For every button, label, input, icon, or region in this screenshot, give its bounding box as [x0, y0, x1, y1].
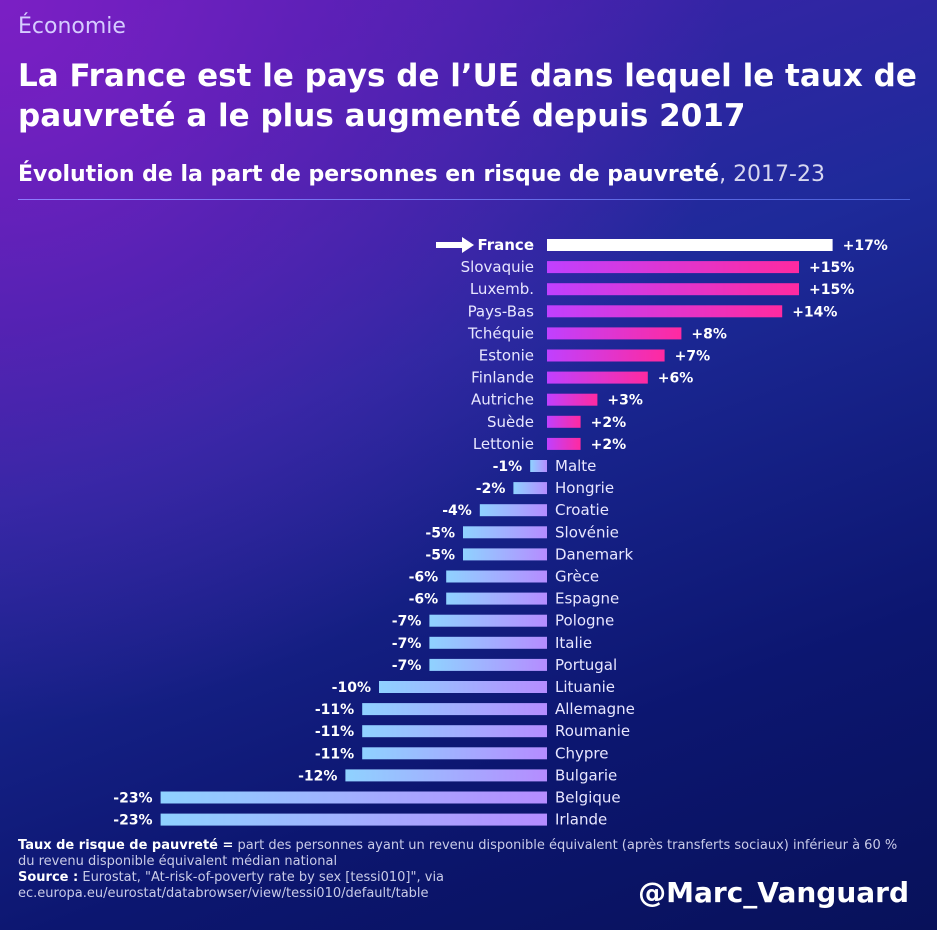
- bar-estonie: [547, 349, 665, 362]
- source-term: Source :: [18, 870, 79, 885]
- category-label: Croatie: [555, 501, 609, 519]
- category-label: Lituanie: [555, 678, 615, 696]
- value-label: -6%: [409, 592, 439, 608]
- value-label: +15%: [809, 260, 854, 276]
- category-label: Slovénie: [555, 523, 619, 541]
- value-label: -7%: [392, 658, 422, 674]
- bar-chypre: [362, 747, 547, 760]
- bar-italie: [429, 636, 547, 649]
- bar-gr-ce: [446, 570, 547, 583]
- source-note: Source : Eurostat, "At-risk-of-poverty r…: [18, 870, 538, 902]
- value-label: +17%: [843, 238, 888, 254]
- category-label: Autriche: [471, 391, 534, 409]
- bar-slov-nie: [463, 526, 547, 539]
- category-label: Portugal: [555, 656, 617, 674]
- bar-bulgarie: [345, 769, 547, 782]
- bar-espagne: [446, 592, 547, 605]
- value-label: -6%: [409, 570, 439, 586]
- bar-croatie: [479, 504, 547, 517]
- category-label: Pologne: [555, 612, 614, 630]
- value-label: +8%: [691, 326, 727, 342]
- category-label: Luxemb.: [470, 280, 534, 298]
- value-label: +2%: [591, 415, 627, 431]
- bar-malte: [530, 460, 547, 472]
- value-label: -1%: [493, 459, 523, 475]
- category-label: Bulgarie: [555, 766, 617, 784]
- bar-hongrie: [513, 482, 547, 495]
- value-label: -5%: [425, 525, 455, 541]
- category-label: Lettonie: [473, 435, 534, 453]
- value-label: -11%: [315, 702, 354, 718]
- footnote: Taux de risque de pauvreté = part des pe…: [18, 838, 898, 902]
- source-text: Eurostat, "At-risk-of-poverty rate by se…: [18, 870, 445, 901]
- category-label: Pays-Bas: [468, 302, 535, 320]
- definition-note: Taux de risque de pauvreté = part des pe…: [18, 838, 898, 870]
- page-title: La France est le pays de l’UE dans leque…: [18, 58, 917, 134]
- category-label: Allemagne: [555, 700, 635, 718]
- value-label: +15%: [809, 282, 854, 298]
- category-label: Chypre: [555, 744, 608, 762]
- value-label: -11%: [315, 724, 354, 740]
- bar-chart: France +17% Slovaquie +15% Luxemb. +15% Pays-B…: [113, 236, 888, 829]
- bar-su-de: [547, 415, 581, 428]
- value-label: -12%: [298, 768, 337, 784]
- bar-finlande: [547, 371, 648, 384]
- category-label: Estonie: [479, 347, 534, 365]
- bar-portugal: [429, 658, 547, 671]
- definition-text: part des personnes ayant un revenu dispo…: [18, 838, 898, 869]
- category-label: Irlande: [555, 811, 607, 829]
- bar-allemagne: [362, 703, 547, 716]
- value-label: +3%: [607, 393, 643, 409]
- bar-france: [547, 239, 833, 251]
- value-label: -10%: [332, 680, 371, 696]
- value-label: -4%: [442, 503, 472, 519]
- value-label: +7%: [675, 349, 711, 365]
- bar-pays-bas: [547, 305, 783, 318]
- category-label: Danemark: [555, 545, 633, 563]
- bar-roumanie: [362, 725, 547, 738]
- bar-danemark: [463, 548, 547, 561]
- bar-tch-quie: [547, 327, 682, 340]
- value-label: -7%: [392, 636, 422, 652]
- value-label: -7%: [392, 614, 422, 630]
- value-label: -11%: [315, 746, 354, 762]
- category-label: Hongrie: [555, 479, 614, 497]
- category-label: Italie: [555, 634, 592, 652]
- bar-lituanie: [379, 681, 547, 693]
- subtitle-main: Évolution de la part de personnes en ris…: [18, 162, 720, 187]
- section-kicker: Économie: [18, 14, 126, 39]
- value-label: -5%: [425, 547, 455, 563]
- category-label: Espagne: [555, 590, 619, 608]
- value-label: +14%: [792, 304, 837, 320]
- bar-belgique: [160, 791, 547, 804]
- title-divider: [18, 199, 910, 200]
- arrow-right-icon: [436, 237, 474, 253]
- category-label: France: [477, 236, 534, 254]
- author-handle: @Marc_Vanguard: [638, 876, 909, 909]
- category-label: Tchéquie: [467, 324, 534, 342]
- category-label: Belgique: [555, 789, 621, 807]
- category-label: Suède: [487, 413, 534, 431]
- category-label: Slovaquie: [461, 258, 534, 276]
- value-label: -2%: [476, 481, 506, 497]
- chart-subtitle: Évolution de la part de personnes en ris…: [18, 162, 825, 187]
- category-label: Malte: [555, 457, 596, 475]
- bar-autriche: [547, 393, 598, 406]
- category-label: Roumanie: [555, 722, 630, 740]
- bar-pologne: [429, 614, 547, 627]
- value-label: -23%: [113, 791, 152, 807]
- category-label: Finlande: [471, 369, 534, 387]
- bar-luxemb-: [547, 283, 799, 296]
- bar-slovaquie: [547, 261, 799, 274]
- definition-term: Taux de risque de pauvreté =: [18, 838, 234, 853]
- value-label: -23%: [113, 813, 152, 829]
- category-label: Grèce: [555, 568, 599, 586]
- bar-lettonie: [547, 437, 581, 450]
- bar-irlande: [160, 813, 547, 826]
- value-label: +6%: [658, 371, 694, 387]
- value-label: +2%: [591, 437, 627, 453]
- subtitle-period: , 2017-23: [719, 162, 825, 187]
